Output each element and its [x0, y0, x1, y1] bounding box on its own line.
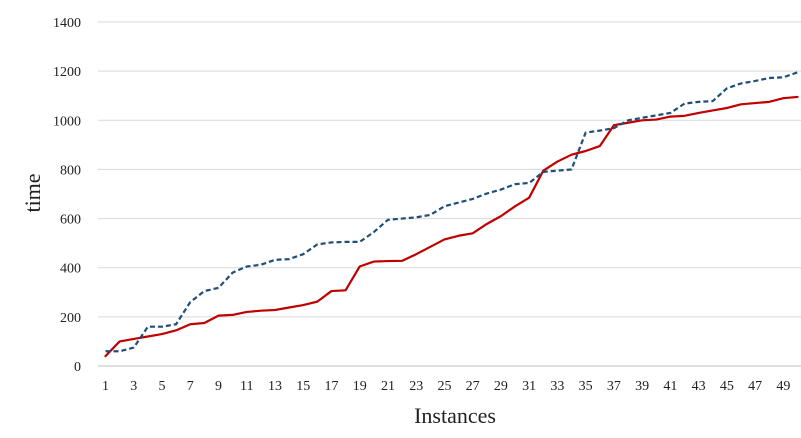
x-tick-label: 47 — [748, 379, 762, 394]
series-lines — [104, 71, 799, 358]
x-tick-label: 31 — [522, 379, 536, 394]
x-tick-label: 13 — [268, 379, 282, 394]
y-axis-title: time — [20, 173, 45, 212]
x-tick-label: 43 — [692, 379, 706, 394]
series-line-1 — [104, 95, 799, 358]
y-tick-label: 1400 — [53, 16, 81, 31]
y-tick-label: 1000 — [53, 114, 81, 129]
y-axis-tick-labels: 0 200 400 600 800 1000 1200 1400 — [53, 16, 81, 375]
y-tick-label: 1200 — [53, 65, 81, 80]
y-tick-label: 400 — [60, 262, 81, 277]
x-axis-tick-labels: 1 3 5 7 9 11 13 15 17 19 21 23 25 27 29 31 33 35 37 39 41 43 4… — [102, 379, 790, 394]
x-axis-title: Instances — [414, 403, 496, 428]
x-tick-label: 9 — [215, 379, 222, 394]
x-tick-label: 49 — [776, 379, 790, 394]
x-tick-label: 7 — [187, 379, 194, 394]
x-tick-label: 29 — [494, 379, 508, 394]
y-tick-label: 600 — [60, 213, 81, 228]
x-tick-label: 19 — [353, 379, 367, 394]
x-tick-label: 25 — [437, 379, 451, 394]
x-tick-label: 17 — [324, 379, 338, 394]
x-tick-label: 3 — [130, 379, 137, 394]
y-tick-label: 200 — [60, 311, 81, 326]
x-tick-label: 1 — [102, 379, 109, 394]
x-tick-label: 37 — [607, 379, 621, 394]
x-tick-label: 33 — [550, 379, 564, 394]
x-tick-label: 35 — [579, 379, 593, 394]
x-tick-label: 21 — [381, 379, 395, 394]
y-tick-label: 0 — [74, 360, 81, 375]
x-tick-label: 45 — [720, 379, 734, 394]
series-line-2 — [105, 71, 798, 353]
gridlines — [98, 21, 801, 318]
y-tick-label: 800 — [60, 163, 81, 178]
x-tick-label: 15 — [296, 379, 310, 394]
x-tick-label: 41 — [663, 379, 677, 394]
x-tick-label: 23 — [409, 379, 423, 394]
x-tick-label: 27 — [466, 379, 480, 394]
x-tick-label: 11 — [240, 379, 253, 394]
x-tick-label: 5 — [158, 379, 165, 394]
x-tick-label: 39 — [635, 379, 649, 394]
